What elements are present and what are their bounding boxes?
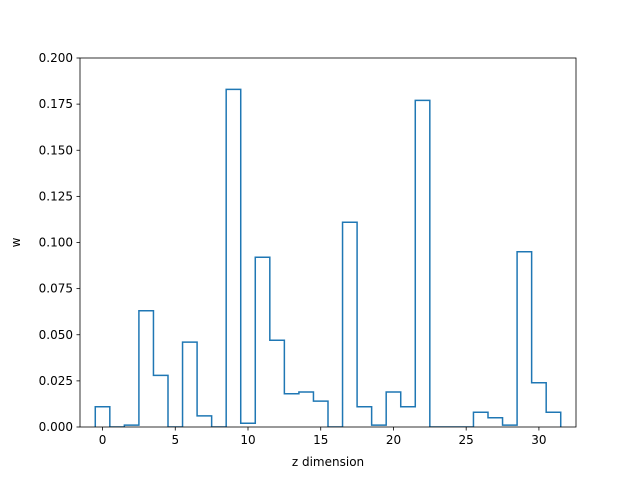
y-axis-ticks: 0.000 0.025 0.050 0.075 0.100 0.125 0.150 0.175… [39, 51, 80, 434]
y-tick-label: 0.000 [39, 420, 73, 434]
x-tick-label: 25 [459, 433, 474, 447]
y-tick-label: 0.050 [39, 328, 73, 342]
step-histogram-line [94, 88, 562, 427]
x-tick-label: 20 [386, 433, 401, 447]
x-axis-label: z dimension [292, 455, 364, 469]
y-tick-label: 0.125 [39, 189, 73, 203]
y-tick-label: 0.200 [39, 51, 73, 65]
x-tick-label: 10 [240, 433, 255, 447]
y-tick-label: 0.175 [39, 97, 73, 111]
x-axis-ticks: 0 5 10 15 20 25 30 [99, 427, 547, 447]
x-tick-label: 15 [313, 433, 328, 447]
x-tick-label: 0 [99, 433, 107, 447]
y-tick-label: 0.100 [39, 236, 73, 250]
y-tick-label: 0.025 [39, 374, 73, 388]
y-tick-label: 0.075 [39, 282, 73, 296]
x-tick-label: 30 [531, 433, 546, 447]
y-axis-label: w [9, 237, 23, 247]
x-tick-label: 5 [171, 433, 179, 447]
plot-area [94, 88, 562, 427]
y-tick-label: 0.150 [39, 143, 73, 157]
